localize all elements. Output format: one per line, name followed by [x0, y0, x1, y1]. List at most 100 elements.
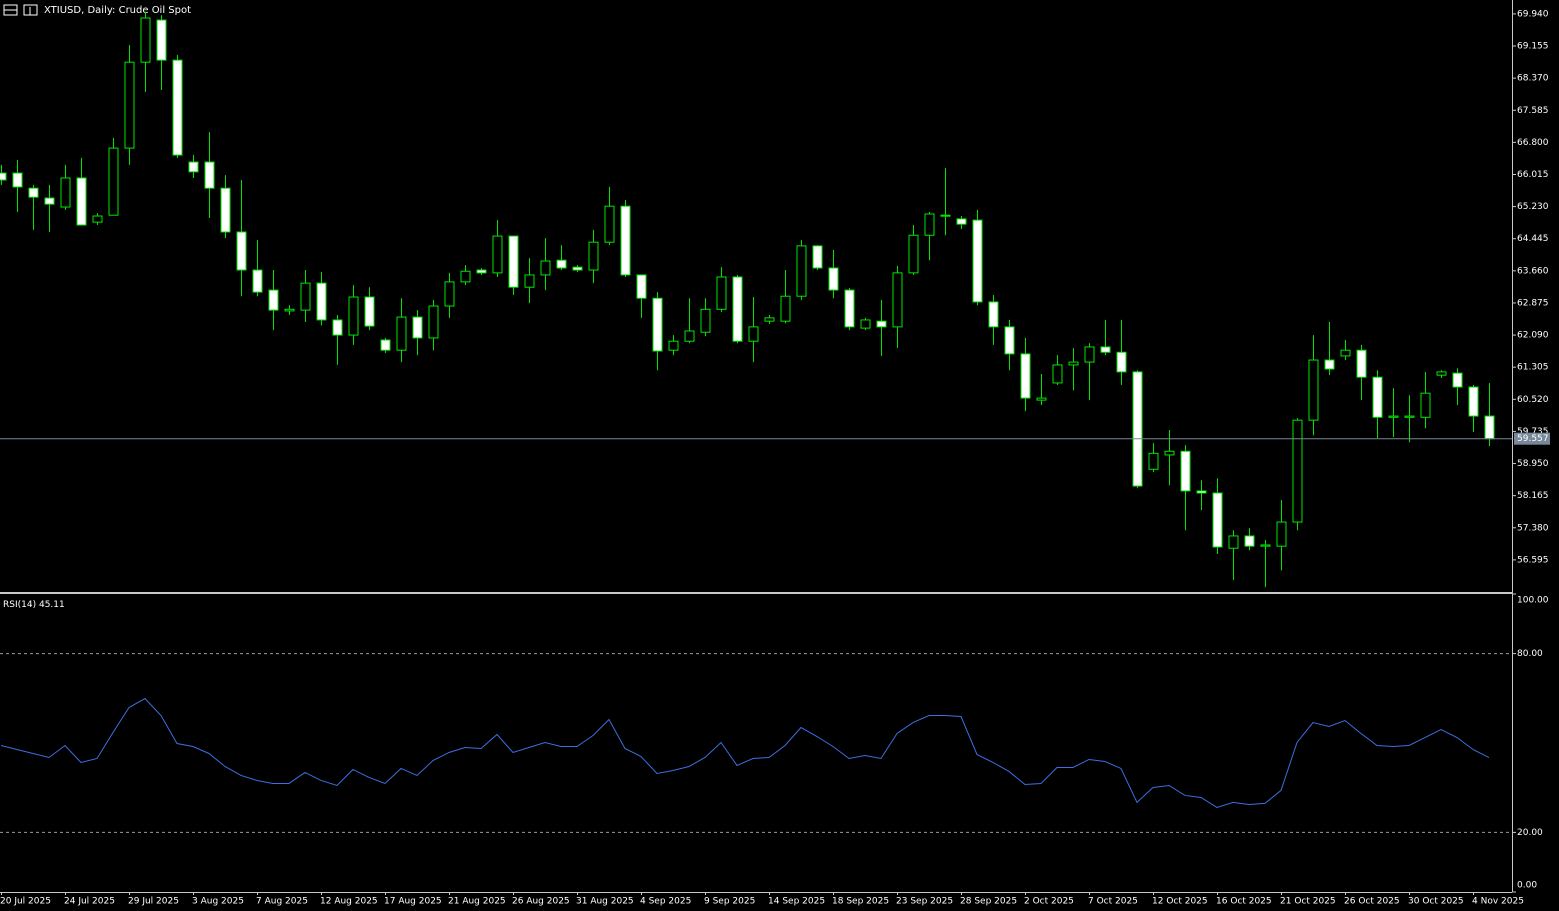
candle-body	[876, 320, 887, 328]
candle-body	[556, 259, 567, 269]
candle-body	[76, 177, 87, 226]
candle-body	[508, 235, 519, 288]
x-tick-label: 16 Oct 2025	[1216, 897, 1272, 907]
x-tick-label: 12 Oct 2025	[1152, 897, 1208, 907]
x-tick-label: 31 Aug 2025	[576, 897, 634, 907]
x-tick-label: 21 Oct 2025	[1280, 897, 1336, 907]
candle-body	[1052, 364, 1063, 384]
y-tick-label: 65.230	[1517, 202, 1549, 212]
y-tick-label: 58.165	[1517, 491, 1549, 501]
candle-body	[732, 276, 743, 342]
candle-body	[796, 245, 807, 297]
y-tick-label: 60.520	[1517, 395, 1549, 405]
candle-body	[956, 218, 967, 225]
y-tick-label: 59.735	[1517, 427, 1549, 437]
candle-body	[636, 274, 647, 299]
rsi-name: RSI(14)	[3, 600, 36, 610]
x-tick-label: 17 Aug 2025	[384, 897, 442, 907]
current-price-label: 59.557	[1517, 434, 1549, 444]
candle-body	[108, 147, 119, 216]
candle-body	[1004, 326, 1015, 355]
candle-body	[988, 301, 999, 328]
candle-body	[92, 215, 103, 223]
candle-body	[140, 17, 151, 63]
y-tick-label: 20.00	[1517, 828, 1543, 838]
candle-body	[668, 340, 679, 351]
candle-body	[44, 197, 55, 205]
candle-body	[604, 205, 615, 243]
candle-body	[780, 295, 791, 322]
current-price-box	[1514, 432, 1550, 445]
y-tick-label: 69.940	[1517, 9, 1549, 19]
candle-body	[540, 260, 551, 276]
candle-body	[1340, 349, 1351, 357]
candle-body	[1324, 359, 1335, 370]
candle-body	[620, 205, 631, 276]
candle-body	[684, 330, 695, 342]
candle-body	[268, 289, 279, 311]
candle-body	[412, 316, 423, 339]
x-tick-label: 26 Aug 2025	[512, 897, 570, 907]
x-tick-label: 26 Oct 2025	[1344, 897, 1400, 907]
candle-body	[1068, 361, 1079, 366]
rsi-value: 45.11	[39, 600, 65, 610]
y-tick-label: 67.585	[1517, 106, 1549, 116]
candle-body	[156, 19, 167, 61]
x-tick-label: 18 Sep 2025	[832, 897, 889, 907]
candle-body	[1020, 353, 1031, 399]
candle-body	[1164, 450, 1175, 456]
candle-body	[252, 269, 263, 293]
y-tick-label: 62.090	[1517, 331, 1549, 341]
candle-body	[940, 214, 951, 217]
y-tick-label: 62.875	[1517, 298, 1549, 308]
candle-body	[60, 177, 71, 208]
candle-body	[652, 297, 663, 352]
y-tick-label: 100.00	[1517, 596, 1549, 606]
y-tick-label: 63.660	[1517, 266, 1549, 276]
candle-body	[1452, 372, 1463, 388]
candle-body	[380, 339, 391, 351]
candle-body	[716, 276, 727, 310]
x-tick-label: 9 Sep 2025	[704, 897, 755, 907]
candle-body	[364, 296, 375, 327]
candle-body	[1420, 392, 1431, 418]
y-tick-label: 58.950	[1517, 459, 1549, 469]
candle-body	[12, 172, 23, 188]
candle-body	[892, 272, 903, 328]
y-tick-label: 61.305	[1517, 363, 1549, 373]
y-tick-label: 64.445	[1517, 234, 1549, 244]
x-tick-label: 23 Sep 2025	[896, 897, 953, 907]
x-tick-label: 4 Nov 2025	[1472, 897, 1524, 907]
candle-body	[1036, 397, 1047, 401]
y-tick-label: 66.015	[1517, 170, 1549, 180]
y-tick-label: 0.00	[1517, 881, 1537, 891]
candle-body	[1132, 371, 1143, 487]
candle-body	[1356, 349, 1367, 378]
candle-body	[300, 282, 311, 311]
candle-body	[812, 245, 823, 269]
candle-body	[220, 187, 231, 233]
candle-body	[524, 274, 535, 288]
x-tick-label: 28 Sep 2025	[960, 897, 1017, 907]
candle-body	[1388, 415, 1399, 418]
x-tick-label: 14 Sep 2025	[768, 897, 825, 907]
candle-body	[172, 59, 183, 156]
symbol-icons	[3, 4, 38, 16]
y-tick-label: 80.00	[1517, 649, 1543, 659]
x-tick-label: 12 Aug 2025	[320, 897, 378, 907]
candle-body	[284, 308, 295, 312]
x-tick-label: 30 Oct 2025	[1408, 897, 1464, 907]
candle-body	[764, 317, 775, 322]
candle-body	[428, 305, 439, 339]
candle-body	[1308, 359, 1319, 421]
candle-body	[860, 319, 871, 329]
candle-body	[908, 234, 919, 274]
candle-body	[572, 266, 583, 271]
candle-body	[124, 61, 135, 149]
x-tick-label: 20 Jul 2025	[0, 897, 51, 907]
candle-body	[236, 231, 247, 271]
candle-body	[476, 269, 487, 274]
candle-body	[1436, 371, 1447, 376]
